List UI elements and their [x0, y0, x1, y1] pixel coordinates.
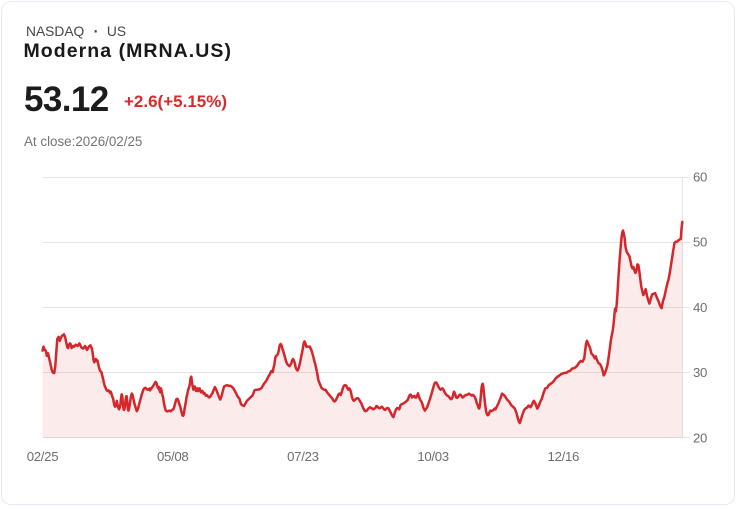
- svg-text:40: 40: [693, 300, 707, 315]
- svg-text:50: 50: [693, 235, 707, 250]
- svg-text:30: 30: [693, 365, 707, 380]
- svg-text:10/03: 10/03: [417, 449, 449, 464]
- svg-text:20: 20: [693, 431, 707, 446]
- svg-text:12/16: 12/16: [548, 449, 580, 464]
- svg-text:05/08: 05/08: [157, 449, 189, 464]
- svg-text:02/25: 02/25: [27, 449, 59, 464]
- svg-text:60: 60: [693, 170, 707, 185]
- svg-text:07/23: 07/23: [287, 449, 319, 464]
